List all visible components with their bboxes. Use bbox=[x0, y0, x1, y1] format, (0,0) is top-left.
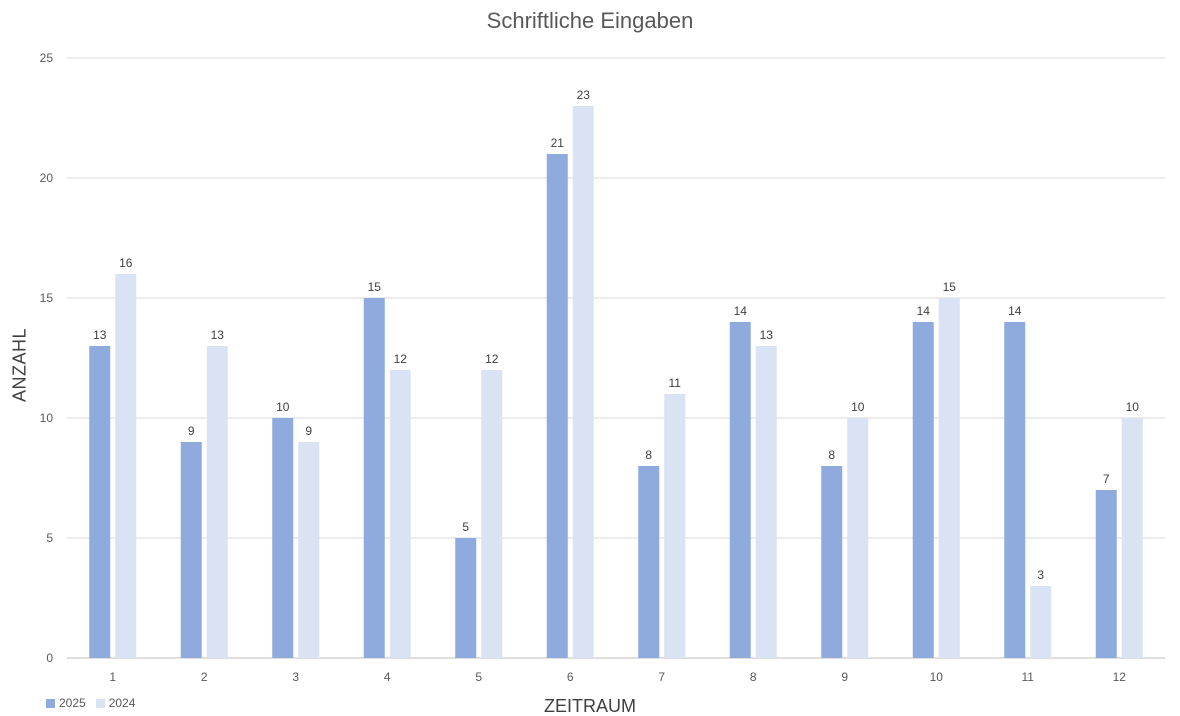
bar-2025-7 bbox=[638, 466, 660, 658]
data-label: 10 bbox=[851, 400, 865, 414]
data-label: 7 bbox=[1103, 472, 1110, 486]
legend-label-2025: 2025 bbox=[59, 696, 86, 710]
x-axis-title: ZEITRAUM bbox=[544, 696, 636, 716]
data-label: 13 bbox=[93, 328, 107, 342]
bar-2024-7 bbox=[664, 394, 686, 658]
bar-2025-12 bbox=[1095, 490, 1117, 658]
bar-2024-9 bbox=[847, 418, 869, 658]
y-tick-label: 10 bbox=[40, 411, 54, 425]
data-label: 16 bbox=[119, 256, 133, 270]
chart-legend: 2025 2024 bbox=[46, 696, 145, 710]
y-tick-label: 25 bbox=[40, 51, 54, 65]
legend-item-2025: 2025 bbox=[46, 696, 86, 710]
bar-2024-3 bbox=[298, 442, 320, 658]
data-label: 5 bbox=[462, 520, 469, 534]
data-label: 23 bbox=[577, 88, 591, 102]
bar-2025-9 bbox=[821, 466, 843, 658]
y-tick-label: 5 bbox=[46, 531, 53, 545]
bar-2025-1 bbox=[89, 346, 111, 658]
x-tick-label: 9 bbox=[841, 670, 848, 684]
bar-2025-8 bbox=[729, 322, 751, 658]
x-tick-label: 8 bbox=[750, 670, 757, 684]
data-label: 8 bbox=[828, 448, 835, 462]
legend-swatch-2025 bbox=[46, 698, 55, 708]
bar-2024-10 bbox=[938, 298, 960, 658]
chart-title: Schriftliche Eingaben bbox=[486, 8, 694, 33]
data-label: 14 bbox=[1008, 304, 1022, 318]
bar-2024-11 bbox=[1030, 586, 1052, 658]
data-label: 8 bbox=[645, 448, 652, 462]
data-label: 12 bbox=[485, 352, 499, 366]
bar-2025-4 bbox=[363, 298, 385, 658]
x-tick-label: 6 bbox=[567, 670, 574, 684]
bar-2025-11 bbox=[1004, 322, 1026, 658]
x-tick-label: 3 bbox=[292, 670, 299, 684]
data-label: 21 bbox=[551, 136, 565, 150]
data-label: 15 bbox=[368, 280, 382, 294]
legend-swatch-2024 bbox=[95, 698, 105, 708]
data-label: 9 bbox=[188, 424, 195, 438]
data-label: 15 bbox=[943, 280, 957, 294]
data-label: 14 bbox=[734, 304, 748, 318]
bar-2025-6 bbox=[546, 154, 568, 658]
x-tick-label: 1 bbox=[109, 670, 116, 684]
bar-2024-8 bbox=[755, 346, 777, 658]
bar-2024-5 bbox=[481, 370, 503, 658]
data-label: 13 bbox=[211, 328, 225, 342]
x-tick-label: 2 bbox=[201, 670, 208, 684]
bar-2025-2 bbox=[180, 442, 202, 658]
bar-2024-1 bbox=[115, 274, 137, 658]
x-tick-label: 5 bbox=[475, 670, 482, 684]
data-label: 12 bbox=[394, 352, 408, 366]
data-label: 10 bbox=[1126, 400, 1140, 414]
bar-2024-4 bbox=[389, 370, 411, 658]
x-tick-label: 10 bbox=[930, 670, 944, 684]
data-label: 3 bbox=[1037, 568, 1044, 582]
bar-2025-3 bbox=[272, 418, 294, 658]
x-tick-label: 7 bbox=[658, 670, 665, 684]
bar-2024-6 bbox=[572, 106, 594, 658]
legend-item-2024: 2024 bbox=[95, 696, 136, 710]
y-tick-label: 20 bbox=[40, 171, 54, 185]
bar-2024-2 bbox=[206, 346, 228, 658]
bar-2024-12 bbox=[1121, 418, 1143, 658]
x-tick-label: 11 bbox=[1022, 670, 1035, 684]
data-label: 10 bbox=[276, 400, 290, 414]
y-tick-label: 15 bbox=[40, 291, 54, 305]
data-label: 14 bbox=[917, 304, 931, 318]
bar-2025-5 bbox=[455, 538, 477, 658]
data-label: 11 bbox=[669, 376, 682, 390]
x-tick-label: 12 bbox=[1113, 670, 1127, 684]
y-tick-label: 0 bbox=[46, 651, 53, 665]
data-label: 13 bbox=[760, 328, 774, 342]
x-tick-label: 4 bbox=[384, 670, 391, 684]
legend-label-2024: 2024 bbox=[108, 696, 136, 710]
data-label: 9 bbox=[305, 424, 312, 438]
bar-2025-10 bbox=[912, 322, 934, 658]
